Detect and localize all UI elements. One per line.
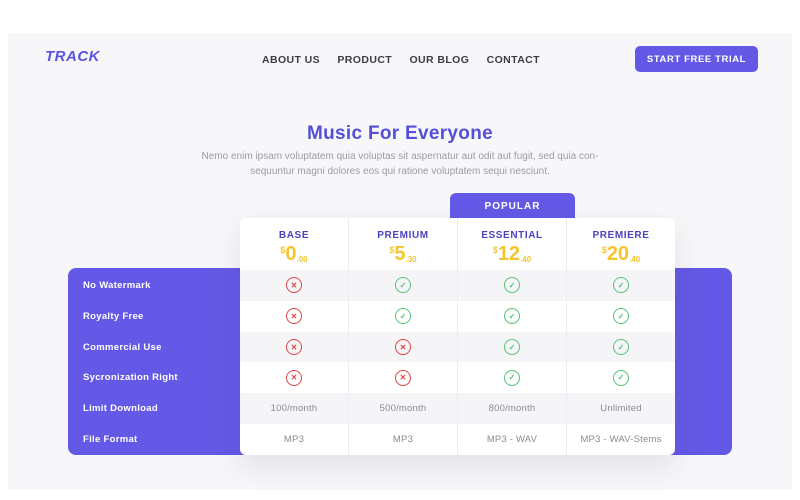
table-row-sycronization-right: ✕ ✕ ✓ ✓ bbox=[240, 362, 675, 394]
check-icon: ✓ bbox=[504, 308, 520, 325]
plan-name: PREMIUM bbox=[377, 230, 429, 241]
plan-header-base: BASE $0.00 bbox=[240, 218, 349, 270]
feature-label-royalty-free: Royalty Free bbox=[83, 310, 144, 322]
limit-value: Unlimited bbox=[600, 403, 642, 415]
check-icon: ✓ bbox=[504, 277, 520, 294]
main-nav: ABOUT US PRODUCT OUR BLOG CONTACT bbox=[262, 54, 540, 66]
check-icon: ✓ bbox=[504, 339, 520, 356]
format-value: MP3 - WAV-Stems bbox=[580, 434, 662, 446]
table-row-limit-download: 100/month 500/month 800/month Unlimited bbox=[240, 393, 675, 425]
plan-name: ESSENTIAL bbox=[481, 230, 543, 241]
feature-label-sycronization-right: Sycronization Right bbox=[83, 372, 178, 384]
popular-badge: POPULAR bbox=[450, 193, 575, 219]
table-row-file-format: MP3 MP3 MP3 - WAV MP3 - WAV-Stems bbox=[240, 424, 675, 455]
table-row-no-watermark: ✕ ✓ ✓ ✓ bbox=[240, 270, 675, 301]
format-value: MP3 - WAV bbox=[486, 434, 538, 446]
plan-header-premium: PREMIUM $5.30 bbox=[349, 218, 458, 270]
check-icon: ✓ bbox=[613, 277, 629, 294]
feature-label-no-watermark: No Watermark bbox=[83, 279, 151, 291]
table-row-royalty-free: ✕ ✓ ✓ ✓ bbox=[240, 300, 675, 332]
table-row-commercial-use: ✕ ✕ ✓ ✓ bbox=[240, 331, 675, 363]
currency-symbol: $ bbox=[492, 245, 498, 255]
plan-header-row: BASE $0.00 PREMIUM $5.30 ESSENTIAL $12.4… bbox=[240, 218, 675, 270]
feature-label-file-format: File Format bbox=[83, 434, 138, 446]
currency-symbol: $ bbox=[280, 245, 286, 255]
nav-item-product[interactable]: PRODUCT bbox=[337, 54, 393, 66]
plan-price: $0.00 bbox=[280, 243, 308, 265]
limit-value: 800/month bbox=[488, 403, 536, 415]
check-icon: ✓ bbox=[613, 369, 629, 386]
subtitle-line-1: Nemo enim ipsam voluptatem quia voluptas… bbox=[201, 151, 599, 162]
limit-value: 500/month bbox=[379, 403, 427, 415]
cross-icon: ✕ bbox=[286, 339, 302, 356]
feature-label-commercial-use: Commercial Use bbox=[83, 341, 162, 353]
plan-name: BASE bbox=[278, 230, 310, 241]
check-icon: ✓ bbox=[395, 277, 411, 294]
currency-symbol: $ bbox=[601, 245, 607, 255]
plan-header-premiere: PREMIERE $20.40 bbox=[567, 218, 675, 270]
limit-value: 100/month bbox=[270, 403, 318, 415]
start-free-trial-button[interactable]: START FREE TRIAL bbox=[635, 46, 758, 72]
plan-name: PREMIERE bbox=[592, 230, 650, 241]
nav-item-our-blog[interactable]: OUR BLOG bbox=[409, 54, 470, 66]
subtitle-line-2: sequuntur magni dolores eos qui ratione … bbox=[250, 166, 550, 177]
feature-list: No Watermark Royalty Free Commercial Use… bbox=[68, 270, 240, 455]
pricing-table: BASE $0.00 PREMIUM $5.30 ESSENTIAL $12.4… bbox=[240, 218, 675, 455]
check-icon: ✓ bbox=[613, 308, 629, 325]
format-value: MP3 bbox=[392, 434, 414, 446]
page-subtitle: Nemo enim ipsam voluptatem quia voluptas… bbox=[0, 149, 800, 179]
cross-icon: ✕ bbox=[286, 277, 302, 294]
check-icon: ✓ bbox=[504, 369, 520, 386]
page-title: Music For Everyone bbox=[307, 123, 493, 144]
check-icon: ✓ bbox=[613, 339, 629, 356]
check-icon: ✓ bbox=[395, 308, 411, 325]
plan-price: $20.40 bbox=[601, 243, 641, 265]
cross-icon: ✕ bbox=[286, 369, 302, 386]
cross-icon: ✕ bbox=[395, 339, 411, 356]
nav-item-about-us[interactable]: ABOUT US bbox=[262, 54, 321, 66]
nav-item-contact[interactable]: CONTACT bbox=[486, 54, 540, 66]
plan-price: $5.30 bbox=[389, 243, 417, 265]
feature-label-limit-download: Limit Download bbox=[83, 403, 158, 415]
brand-logo[interactable]: TRACK bbox=[45, 48, 100, 65]
plan-header-essential: ESSENTIAL $12.40 bbox=[458, 218, 567, 270]
cross-icon: ✕ bbox=[395, 369, 411, 386]
plan-price: $12.40 bbox=[492, 243, 532, 265]
format-value: MP3 bbox=[283, 434, 305, 446]
cross-icon: ✕ bbox=[286, 308, 302, 325]
currency-symbol: $ bbox=[389, 245, 395, 255]
